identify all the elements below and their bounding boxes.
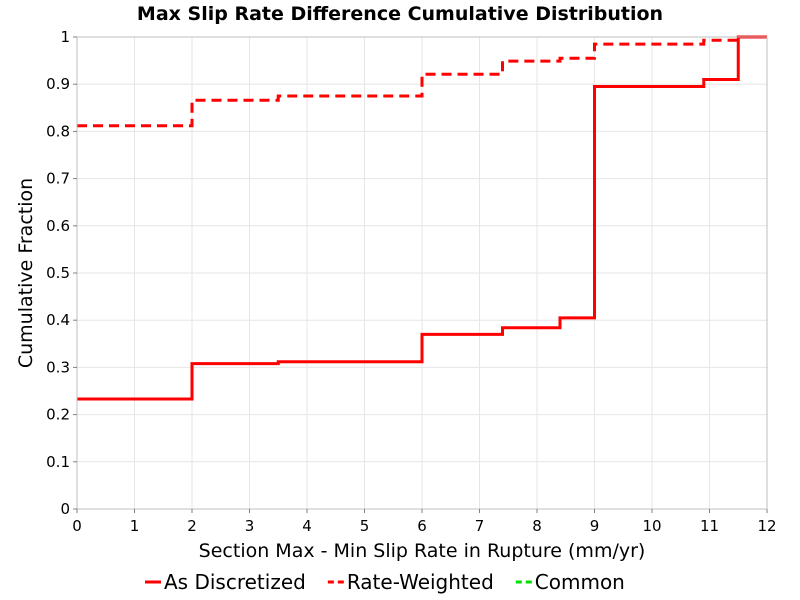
x-tick-label: 5 xyxy=(360,517,370,535)
legend-label-rate-weighted: Rate-Weighted xyxy=(347,570,494,594)
x-tick-label: 0 xyxy=(72,517,82,535)
y-tick-label: 0 xyxy=(60,500,70,518)
x-tick-label: 9 xyxy=(590,517,600,535)
y-tick-label: 0.3 xyxy=(46,358,70,376)
axes: 0 1 2 3 4 5 6 7 8 9 10 11 1200.10.20.30.40.50.60.70.… xyxy=(46,28,776,535)
x-tick-label: 3 xyxy=(245,517,255,535)
x-tick-label: 2 xyxy=(187,517,197,535)
y-tick-label: 0.5 xyxy=(46,264,70,282)
x-tick-label: 11 xyxy=(700,517,719,535)
y-tick-label: 0.2 xyxy=(46,406,70,424)
legend-label-as-discretized: As Discretized xyxy=(164,570,306,594)
x-tick-label: 7 xyxy=(475,517,485,535)
chart-title: Max Slip Rate Difference Cumulative Dist… xyxy=(137,3,663,25)
grid xyxy=(76,36,768,510)
y-tick-label: 0.6 xyxy=(46,217,70,235)
x-tick-label: 10 xyxy=(642,517,661,535)
y-tick-label: 1 xyxy=(60,28,70,46)
x-axis-label: Section Max - Min Slip Rate in Rupture (… xyxy=(199,540,646,562)
x-tick-label: 12 xyxy=(757,517,776,535)
y-axis-label: Cumulative Fraction xyxy=(15,178,37,368)
y-tick-label: 0.7 xyxy=(46,170,70,188)
series-line-as-discretized xyxy=(77,35,767,401)
y-tick-label: 0.9 xyxy=(46,75,70,93)
x-tick-label: 8 xyxy=(532,517,542,535)
x-tick-label: 4 xyxy=(302,517,312,535)
plot-series xyxy=(77,35,767,401)
series-line-rate-weighted xyxy=(77,35,767,128)
x-tick-label: 1 xyxy=(130,517,140,535)
legend: As Discretized Rate-Weighted Common xyxy=(145,570,625,594)
y-tick-label: 0.8 xyxy=(46,122,70,140)
x-tick-label: 6 xyxy=(417,517,427,535)
y-tick-label: 0.4 xyxy=(46,311,70,329)
y-tick-label: 0.1 xyxy=(46,453,70,471)
legend-label-common: Common xyxy=(535,570,625,594)
